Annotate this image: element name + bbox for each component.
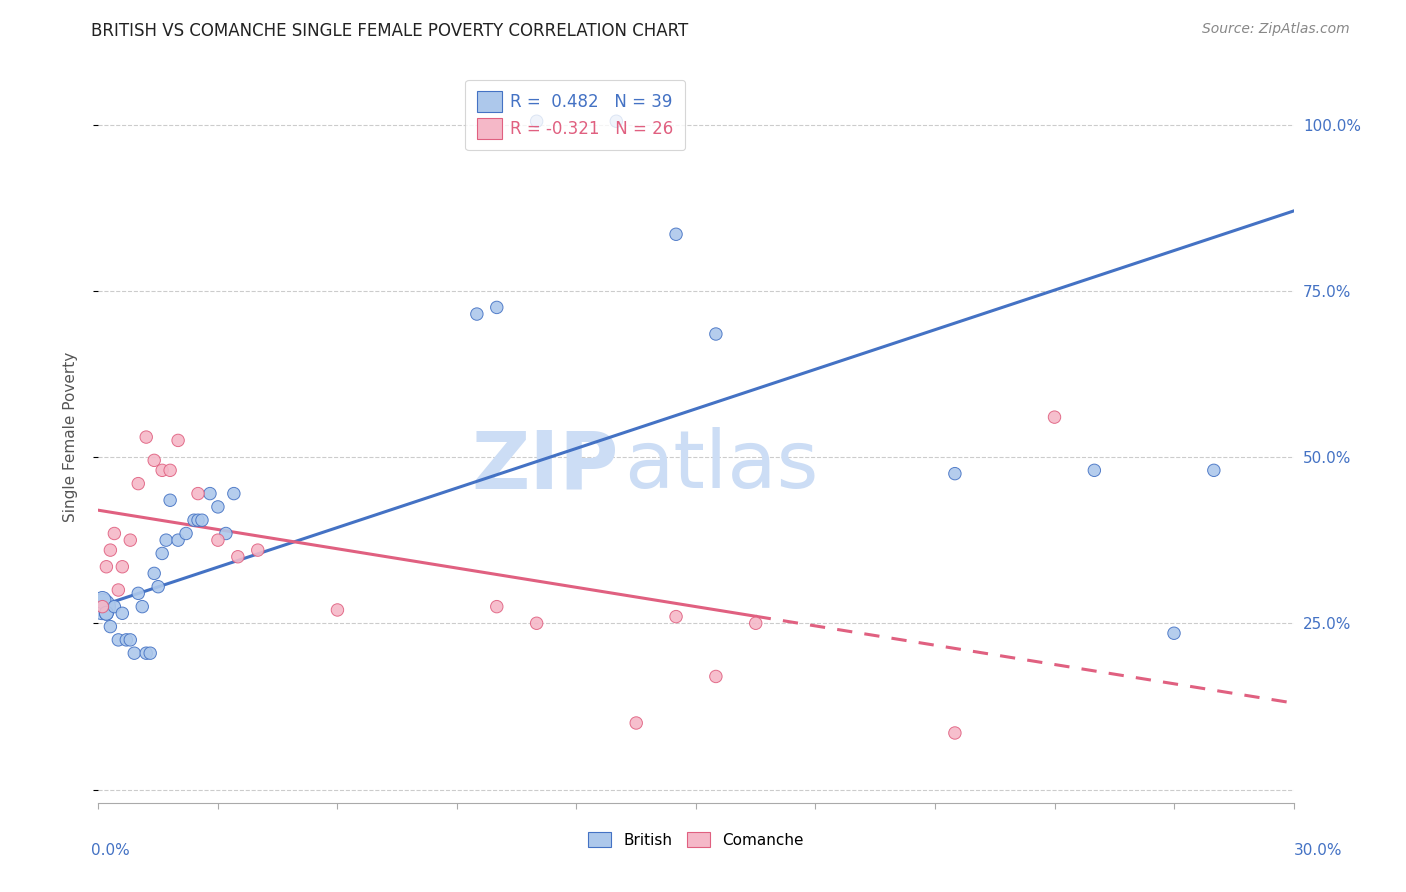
Point: [704, 326, 727, 341]
Point: [1163, 626, 1185, 640]
Point: [665, 609, 688, 624]
Point: [111, 559, 134, 574]
Point: [103, 526, 125, 541]
Point: [135, 430, 157, 444]
Point: [91, 599, 114, 614]
Point: [485, 301, 508, 315]
Point: [91, 599, 114, 614]
Point: [135, 646, 157, 660]
Point: [111, 607, 134, 621]
Point: [1202, 463, 1225, 477]
Point: [198, 486, 221, 500]
Point: [103, 599, 125, 614]
Point: [124, 646, 146, 660]
Point: [187, 513, 209, 527]
Point: [191, 513, 214, 527]
Point: [1043, 410, 1066, 425]
Legend: British, Comanche: British, Comanche: [582, 825, 810, 854]
Point: [605, 114, 627, 128]
Point: [174, 526, 197, 541]
Point: [526, 616, 548, 631]
Point: [207, 533, 229, 548]
Point: [167, 434, 190, 448]
Point: [704, 669, 727, 683]
Point: [150, 546, 173, 560]
Text: 30.0%: 30.0%: [1295, 843, 1343, 858]
Point: [131, 599, 153, 614]
Point: [326, 603, 349, 617]
Point: [127, 476, 149, 491]
Point: [96, 607, 118, 621]
Point: [526, 114, 548, 128]
Point: [222, 486, 245, 500]
Point: [155, 533, 177, 548]
Point: [626, 716, 648, 731]
Point: [167, 533, 190, 548]
Text: Source: ZipAtlas.com: Source: ZipAtlas.com: [1202, 22, 1350, 37]
Point: [226, 549, 249, 564]
Point: [187, 486, 209, 500]
Point: [96, 607, 118, 621]
Point: [98, 543, 122, 558]
Point: [115, 632, 138, 647]
Text: ZIP: ZIP: [471, 427, 619, 506]
Point: [143, 566, 166, 581]
Point: [120, 533, 142, 548]
Point: [150, 463, 173, 477]
Point: [207, 500, 229, 514]
Text: atlas: atlas: [624, 427, 818, 506]
Point: [465, 307, 488, 321]
Point: [120, 632, 142, 647]
Point: [1083, 463, 1105, 477]
Point: [143, 453, 166, 467]
Point: [159, 493, 181, 508]
Point: [665, 227, 688, 242]
Point: [246, 543, 269, 558]
Point: [183, 513, 205, 527]
Point: [148, 580, 170, 594]
Point: [96, 559, 118, 574]
Point: [943, 726, 966, 740]
Point: [98, 619, 122, 633]
Point: [127, 586, 149, 600]
Text: 0.0%: 0.0%: [91, 843, 131, 858]
Y-axis label: Single Female Poverty: Single Female Poverty: [63, 352, 77, 522]
Text: BRITISH VS COMANCHE SINGLE FEMALE POVERTY CORRELATION CHART: BRITISH VS COMANCHE SINGLE FEMALE POVERT…: [91, 22, 689, 40]
Point: [139, 646, 162, 660]
Point: [107, 632, 129, 647]
Point: [159, 463, 181, 477]
Point: [215, 526, 238, 541]
Point: [91, 593, 114, 607]
Point: [485, 599, 508, 614]
Point: [107, 582, 129, 597]
Point: [745, 616, 768, 631]
Point: [943, 467, 966, 481]
